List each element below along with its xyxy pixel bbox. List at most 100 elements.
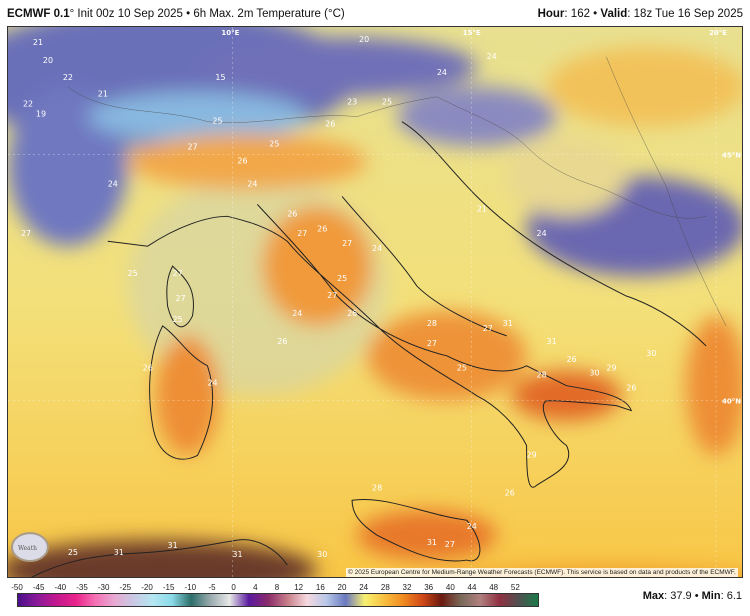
temperature-label: 21 [98,90,108,99]
temperature-label: 21 [33,38,43,47]
temperature-label: 28 [537,371,547,380]
temperature-label: 31 [427,538,437,547]
temperature-label: 31 [232,550,242,559]
temperature-label: 27 [297,229,307,238]
temperature-label: 27 [176,294,186,303]
min-value: : 6.1 [720,590,742,602]
colorbar-ticks: -50 -45 -40 -35 -30 -25 -20 -15 -10 -5 0 4 8 12 16 20 24… [0,583,560,593]
colorbar-tick: -20 [141,583,153,592]
temperature-label: 21 [477,204,487,213]
temperature-label: 27 [188,143,198,152]
hour-value: : 162 • [564,8,601,20]
colorbar-tick: 16 [315,583,325,592]
colorbar-tick: 40 [445,583,455,592]
temperature-label: 24 [537,229,547,238]
temperature-label: 25 [269,140,279,149]
colorbar-tick: 12 [294,583,304,592]
temperature-label: 24 [487,52,497,61]
colorbar-tick: -10 [184,583,197,592]
temperature-label: 29 [606,364,616,373]
colorbar-tick: -50 [11,583,23,592]
temperature-label: 26 [325,120,335,129]
temperature-label: 26 [566,355,576,364]
temperature-label: 26 [143,364,153,373]
temperature-label: 15 [215,73,225,82]
model-name: ECMWF 0.1 [7,8,70,20]
lon-label: 20°E [709,29,727,37]
temperature-label: 22 [63,73,73,82]
temperature-label: 25 [128,269,138,278]
temperature-label: 26 [626,384,636,393]
temperature-label: 27 [327,291,337,300]
colorbar-tick: 52 [510,583,520,592]
temperature-label: 30 [317,550,327,559]
temperature-label: 31 [503,319,513,328]
colorbar-tick: 36 [424,583,434,592]
init-info: ° Init 00z 10 Sep 2025 • 6h Max. 2m Temp… [69,8,345,20]
colorbar [17,593,539,607]
temperature-label: 26 [277,337,287,346]
max-label: Max [642,590,665,602]
colorbar-tick: 32 [402,583,412,592]
temperature-label: 26 [287,209,297,218]
temperature-label: 25 [337,274,347,283]
temperature-label: 27 [445,540,455,549]
colorbar-tick: 28 [380,583,390,592]
hour-label: Hour [537,8,565,20]
temperature-label: 27 [21,229,31,238]
temperature-label: 25 [382,98,392,107]
colorbar-tick: -45 [32,583,45,592]
temperature-label: 24 [467,522,477,531]
weatherbell-logo: Weath [10,532,49,563]
valid-value: : 18z Tue 16 Sep 2025 [627,8,743,20]
temperature-label: 22 [23,100,33,109]
colorbar-tick: -40 [54,583,67,592]
temperature-label: 26 [347,309,357,318]
temperature-map: 10°E 15°E 20°E 45°N 40°N 212022211922152… [7,26,743,578]
temperature-label: 24 [292,309,302,318]
temperature-label: 24 [207,379,217,388]
temperature-label: 25 [68,548,78,557]
colorbar-tick: -25 [119,583,132,592]
temperature-label: 28 [372,483,382,492]
temperature-label: 30 [589,369,599,378]
temperature-label: 29 [527,450,537,459]
temperature-label: 24 [372,244,382,253]
lon-label: 10°E [221,29,239,37]
temperature-label: 24 [108,179,118,188]
temperature-label: 24 [247,179,257,188]
temperature-label: 20 [359,35,369,44]
colorbar-tick: 44 [467,583,477,592]
temperature-label: 25 [173,315,183,324]
temperature-label: 24 [437,68,447,77]
temperature-field [8,27,742,577]
temperature-label: 25 [212,117,222,126]
colorbar-tick: 20 [337,583,347,592]
temperature-label: 31 [547,337,557,346]
lat-label: 45°N [722,152,741,160]
colorbar-tick: 0 [231,583,236,592]
svg-text:Weath: Weath [18,545,37,552]
temperature-label: 26 [237,157,247,166]
temperature-label: 27 [427,339,437,348]
map-title: ECMWF 0.1° Init 00z 10 Sep 2025 • 6h Max… [7,8,345,20]
valid-label: Valid [600,8,628,20]
colorbar-tick: -35 [76,583,88,592]
lon-label: 15°E [463,29,481,37]
colorbar-tick: 8 [274,583,280,592]
borders [67,56,727,327]
colorbar-tick: 48 [489,583,499,592]
temperature-label: 23 [347,98,357,107]
valid-time: Hour: 162 • Valid: 18z Tue 16 Sep 2025 [538,8,743,20]
min-label: Min [701,590,721,602]
temperature-label: 20 [43,56,53,65]
temperature-label: 30 [646,349,656,358]
temperature-label: 28 [427,319,437,328]
temperature-label: 27 [342,239,352,248]
colorbar-tick: 4 [253,583,258,592]
temperature-label: 31 [168,541,178,550]
max-min-stats: Max: 37.9 • Min: 6.1 [643,590,742,602]
temperature-label: 19 [36,110,46,119]
coastlines [31,121,707,577]
